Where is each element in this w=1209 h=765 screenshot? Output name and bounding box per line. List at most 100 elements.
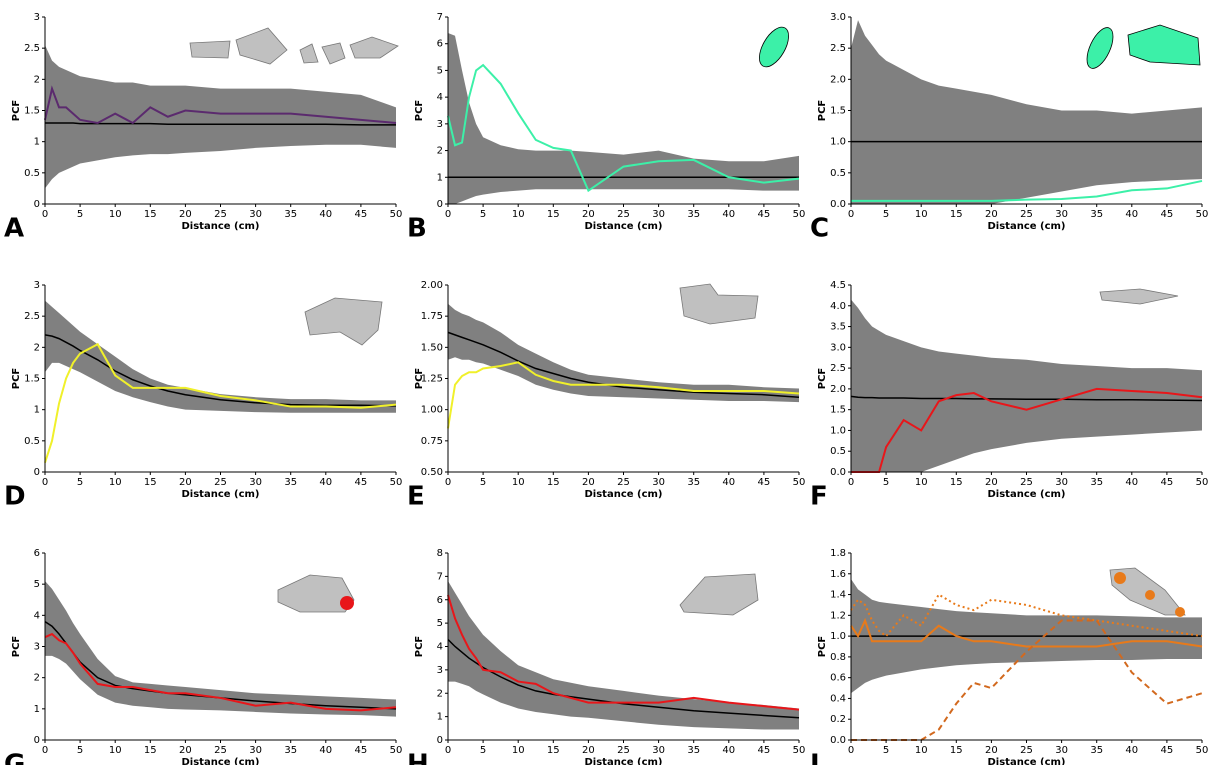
thumbnail <box>235 27 288 65</box>
thumbnail <box>304 297 383 346</box>
x-tick-label: 5 <box>883 209 889 220</box>
observed-line <box>851 179 1203 202</box>
x-tick-label: 10 <box>915 745 928 756</box>
x-axis-title: Distance (cm) <box>584 221 662 232</box>
observed-line <box>447 594 800 711</box>
x-tick-label: 0 <box>42 745 48 756</box>
panel: 0.0 0.5 1.0 1.5 2.0 2.5 3.0 3.5 4.0 4.5 0 5 10 15 20 25… <box>810 280 1208 512</box>
x-axis-title: Distance (cm) <box>181 489 259 500</box>
x-tick-label: 10 <box>109 209 122 220</box>
x-tick-label: 30 <box>652 477 665 488</box>
y-tick-label: 0 <box>34 735 40 746</box>
envelope <box>45 45 396 189</box>
x-tick-label: 35 <box>687 209 700 220</box>
x-tick-label: 5 <box>480 209 486 220</box>
x-tick-label: 40 <box>722 209 735 220</box>
y-tick-label: 1.25 <box>421 374 443 385</box>
x-tick-label: 15 <box>144 209 157 220</box>
x-tick-label: 40 <box>319 209 332 220</box>
envelope <box>448 33 799 205</box>
y-tick-label: 3 <box>437 665 443 676</box>
x-tick-label: 0 <box>42 209 48 220</box>
x-tick-label: 5 <box>480 745 486 756</box>
x-tick-label: 35 <box>687 477 700 488</box>
thumbnail <box>1086 27 1114 69</box>
y-tick-label: 3.0 <box>830 342 846 353</box>
x-axis-title: Distance (cm) <box>987 757 1065 765</box>
y-tick-label: 0.0 <box>830 467 846 478</box>
envelope <box>851 20 1202 204</box>
thumbnail <box>679 283 759 325</box>
x-axis-title: Distance (cm) <box>987 221 1065 232</box>
envelope <box>45 300 396 413</box>
x-tick-label: 0 <box>445 745 451 756</box>
x-tick-label: 50 <box>793 209 806 220</box>
y-tick-label: 1.5 <box>830 106 846 117</box>
x-tick-label: 30 <box>1055 477 1068 488</box>
x-tick-label: 20 <box>179 209 192 220</box>
y-tick-label: 1.8 <box>830 548 846 559</box>
y-tick-label: 7 <box>437 12 443 23</box>
x-tick-label: 30 <box>1055 209 1068 220</box>
x-tick-label: 25 <box>1020 745 1033 756</box>
x-tick-label: 20 <box>582 477 595 488</box>
panel-label: F <box>810 482 828 512</box>
observed-line <box>44 342 397 463</box>
y-tick-label: 2.5 <box>830 363 846 374</box>
thumbnail <box>1145 590 1155 600</box>
y-tick-label: 5 <box>34 579 40 590</box>
x-tick-label: 25 <box>617 477 630 488</box>
x-tick-label: 45 <box>355 477 368 488</box>
x-tick-label: 10 <box>512 745 525 756</box>
x-tick-label: 45 <box>1161 209 1174 220</box>
x-tick-label: 20 <box>582 209 595 220</box>
y-tick-label: 1.5 <box>830 405 846 416</box>
y-tick-label: 0.8 <box>830 652 846 663</box>
x-tick-label: 0 <box>848 745 854 756</box>
y-tick-label: 6 <box>34 548 40 559</box>
x-tick-label: 5 <box>77 209 83 220</box>
x-tick-label: 50 <box>390 477 403 488</box>
y-tick-label: 0.5 <box>24 436 40 447</box>
expected-line <box>44 334 397 407</box>
x-tick-label: 40 <box>1125 745 1138 756</box>
y-tick-label: 3 <box>34 642 40 653</box>
y-tick-label: 0.2 <box>830 714 846 725</box>
x-tick-label: 50 <box>1196 745 1209 756</box>
y-tick-label: 1 <box>437 172 443 183</box>
x-tick-label: 45 <box>355 745 368 756</box>
y-axis-title: PCF <box>817 636 828 658</box>
y-tick-label: 2.0 <box>830 384 846 395</box>
y-tick-label: 3 <box>437 119 443 130</box>
x-tick-label: 10 <box>512 477 525 488</box>
y-tick-label: 0 <box>34 199 40 210</box>
observed-line <box>850 593 1203 638</box>
x-tick-label: 20 <box>179 745 192 756</box>
panel-label: D <box>4 482 26 512</box>
y-tick-label: 2 <box>437 688 443 699</box>
x-tick-label: 35 <box>1090 745 1103 756</box>
y-tick-label: 0 <box>437 735 443 746</box>
envelope <box>448 303 799 403</box>
y-tick-label: 0.5 <box>830 168 846 179</box>
x-tick-label: 25 <box>214 209 227 220</box>
x-axis-title: Distance (cm) <box>584 757 662 765</box>
x-tick-label: 25 <box>617 745 630 756</box>
x-tick-label: 15 <box>547 477 560 488</box>
y-tick-label: 7 <box>437 571 443 582</box>
x-axis-title: Distance (cm) <box>987 489 1065 500</box>
x-tick-label: 10 <box>915 477 928 488</box>
x-tick-label: 30 <box>249 745 262 756</box>
x-tick-label: 40 <box>319 477 332 488</box>
y-tick-label: 1.4 <box>830 590 846 601</box>
y-tick-label: 3 <box>34 12 40 23</box>
x-tick-label: 50 <box>390 209 403 220</box>
y-tick-label: 1 <box>34 405 40 416</box>
x-tick-label: 45 <box>758 477 771 488</box>
x-tick-label: 20 <box>179 477 192 488</box>
envelope <box>45 581 396 717</box>
panel: 00.511.522.530 5 10 15 20 25 30 35 40 45 50Distanc… <box>4 12 402 244</box>
y-tick-label: 4.5 <box>830 280 846 291</box>
x-tick-label: 45 <box>758 745 771 756</box>
